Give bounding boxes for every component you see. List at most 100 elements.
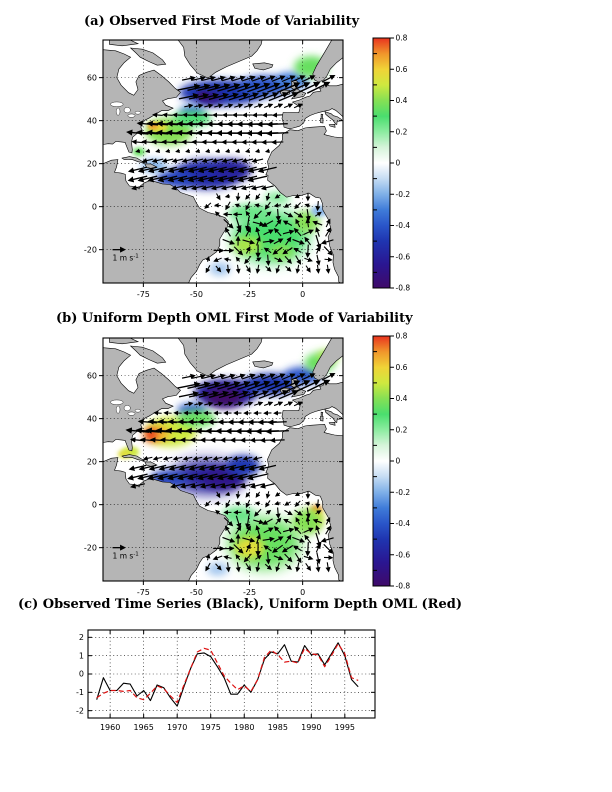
velocity-arrow [282, 247, 293, 255]
velocity-arrow [261, 75, 276, 82]
landmass-sardinia [320, 117, 324, 124]
anomaly-blob [207, 562, 229, 576]
velocity-arrow [314, 211, 322, 217]
velocity-arrow [227, 380, 251, 390]
velocity-arrow [304, 534, 312, 544]
velocity-arrow [263, 545, 272, 552]
y-tick-label: -2 [76, 706, 84, 715]
colorbar-tick-label: 0.6 [396, 363, 408, 372]
velocity-arrow [225, 499, 231, 508]
velocity-arrow [325, 525, 331, 535]
map-frame [102, 337, 344, 582]
velocity-arrow [142, 455, 153, 461]
velocity-arrow [188, 390, 210, 398]
velocity-arrow [238, 390, 259, 399]
velocity-arrow [184, 103, 194, 109]
velocity-arrow [225, 562, 231, 573]
velocity-arrow [228, 390, 250, 399]
lat-tick-label: 20 [87, 457, 97, 466]
velocity-arrow [161, 158, 174, 164]
reference-vector: 1 m s-1 [112, 246, 139, 263]
velocity-arrow [273, 401, 284, 407]
great-lake [127, 411, 136, 416]
panel-a-colorbar: 0.8 0.6 0.4 0.2 0 -0.2 -0.4 -0.6 -0.8 [372, 34, 410, 293]
velocity-arrow [235, 217, 242, 232]
velocity-arrow [277, 82, 301, 94]
velocity-arrow [303, 555, 314, 561]
velocity-arrow [188, 92, 210, 100]
velocity-arrow [254, 148, 260, 154]
velocity-arrow [245, 515, 251, 529]
velocity-arrow [293, 227, 302, 237]
velocity-arrow [296, 81, 321, 94]
landmass-italy [324, 409, 343, 423]
velocity-arrow [263, 103, 274, 109]
axis-layer: -2 -1 0 1 2 1960 1965 1970 1975 1980 1985 1990 1995 [76, 630, 375, 732]
lat-tick-label: -20 [84, 245, 97, 254]
velocity-arrow [215, 148, 220, 154]
velocity-arrow [325, 562, 331, 573]
velocity-arrow [294, 552, 302, 564]
velocity-arrow [274, 500, 281, 506]
velocity-arrow [191, 75, 206, 82]
velocity-arrow [295, 517, 301, 525]
velocity-arrow [245, 210, 251, 218]
velocity-arrow [315, 226, 321, 237]
velocity-arrow [277, 380, 301, 392]
velocity-arrow [221, 158, 234, 164]
velocity-arrow [207, 381, 231, 390]
velocity-arrow [294, 491, 301, 497]
velocity-arrow [178, 93, 200, 100]
landmass-italy [324, 111, 343, 125]
velocity-arrow [208, 92, 230, 101]
colorbar-tick-label: 0.8 [396, 34, 408, 43]
landmass-cuba [121, 454, 146, 462]
panel-c-timeseries: -2 -1 0 1 2 1960 1965 1970 1975 1980 1985 1990 1995 [76, 629, 376, 732]
panel-b-title: (b) Uniform Depth OML First Mode of Vari… [56, 311, 413, 326]
velocity-arrow [208, 390, 230, 399]
landmass-baffin-island [129, 345, 167, 364]
velocity-arrow [211, 373, 226, 380]
velocity-arrow [265, 265, 272, 272]
velocity-arrow [264, 201, 271, 210]
reference-vector-label: 1 m s-1 [113, 552, 139, 561]
velocity-arrow [265, 254, 271, 266]
velocity-arrow [267, 82, 291, 93]
velocity-arrow [224, 401, 234, 407]
velocity-arrow [172, 112, 183, 118]
velocity-arrow [151, 158, 164, 164]
velocity-arrow [294, 193, 301, 199]
velocity-arrow [315, 254, 321, 266]
velocity-arrow [253, 519, 265, 525]
velocity-arrow [248, 390, 269, 399]
velocity-arrow [285, 236, 292, 246]
lon-tick-label: 0 [300, 290, 305, 299]
velocity-arrow [234, 401, 244, 407]
velocity-arrow [320, 537, 334, 543]
velocity-arrow [171, 139, 184, 145]
velocity-arrow [325, 227, 332, 237]
x-tick-label: 1960 [100, 723, 120, 732]
velocity-arrow [274, 194, 281, 199]
velocity-arrow [214, 103, 224, 109]
velocity-arrow [247, 175, 268, 183]
velocity-arrow [305, 265, 311, 273]
velocity-arrow [273, 238, 284, 245]
colorbar-tick-label: 0.8 [396, 332, 408, 341]
velocity-arrow [244, 401, 254, 407]
velocity-arrow [301, 373, 316, 381]
velocity-arrow [306, 379, 331, 392]
velocity-arrow [293, 401, 304, 407]
velocity-arrow [315, 552, 321, 565]
great-lake [134, 110, 141, 115]
great-lake [127, 113, 136, 118]
velocity-arrow [281, 75, 296, 83]
velocity-arrow [214, 211, 221, 217]
velocity-arrow [254, 508, 262, 517]
landmass-baffin-island [129, 47, 167, 66]
velocity-arrow [223, 517, 234, 527]
velocity-arrow [172, 455, 183, 461]
velocity-arrow [321, 75, 336, 83]
velocity-arrow [215, 265, 222, 273]
